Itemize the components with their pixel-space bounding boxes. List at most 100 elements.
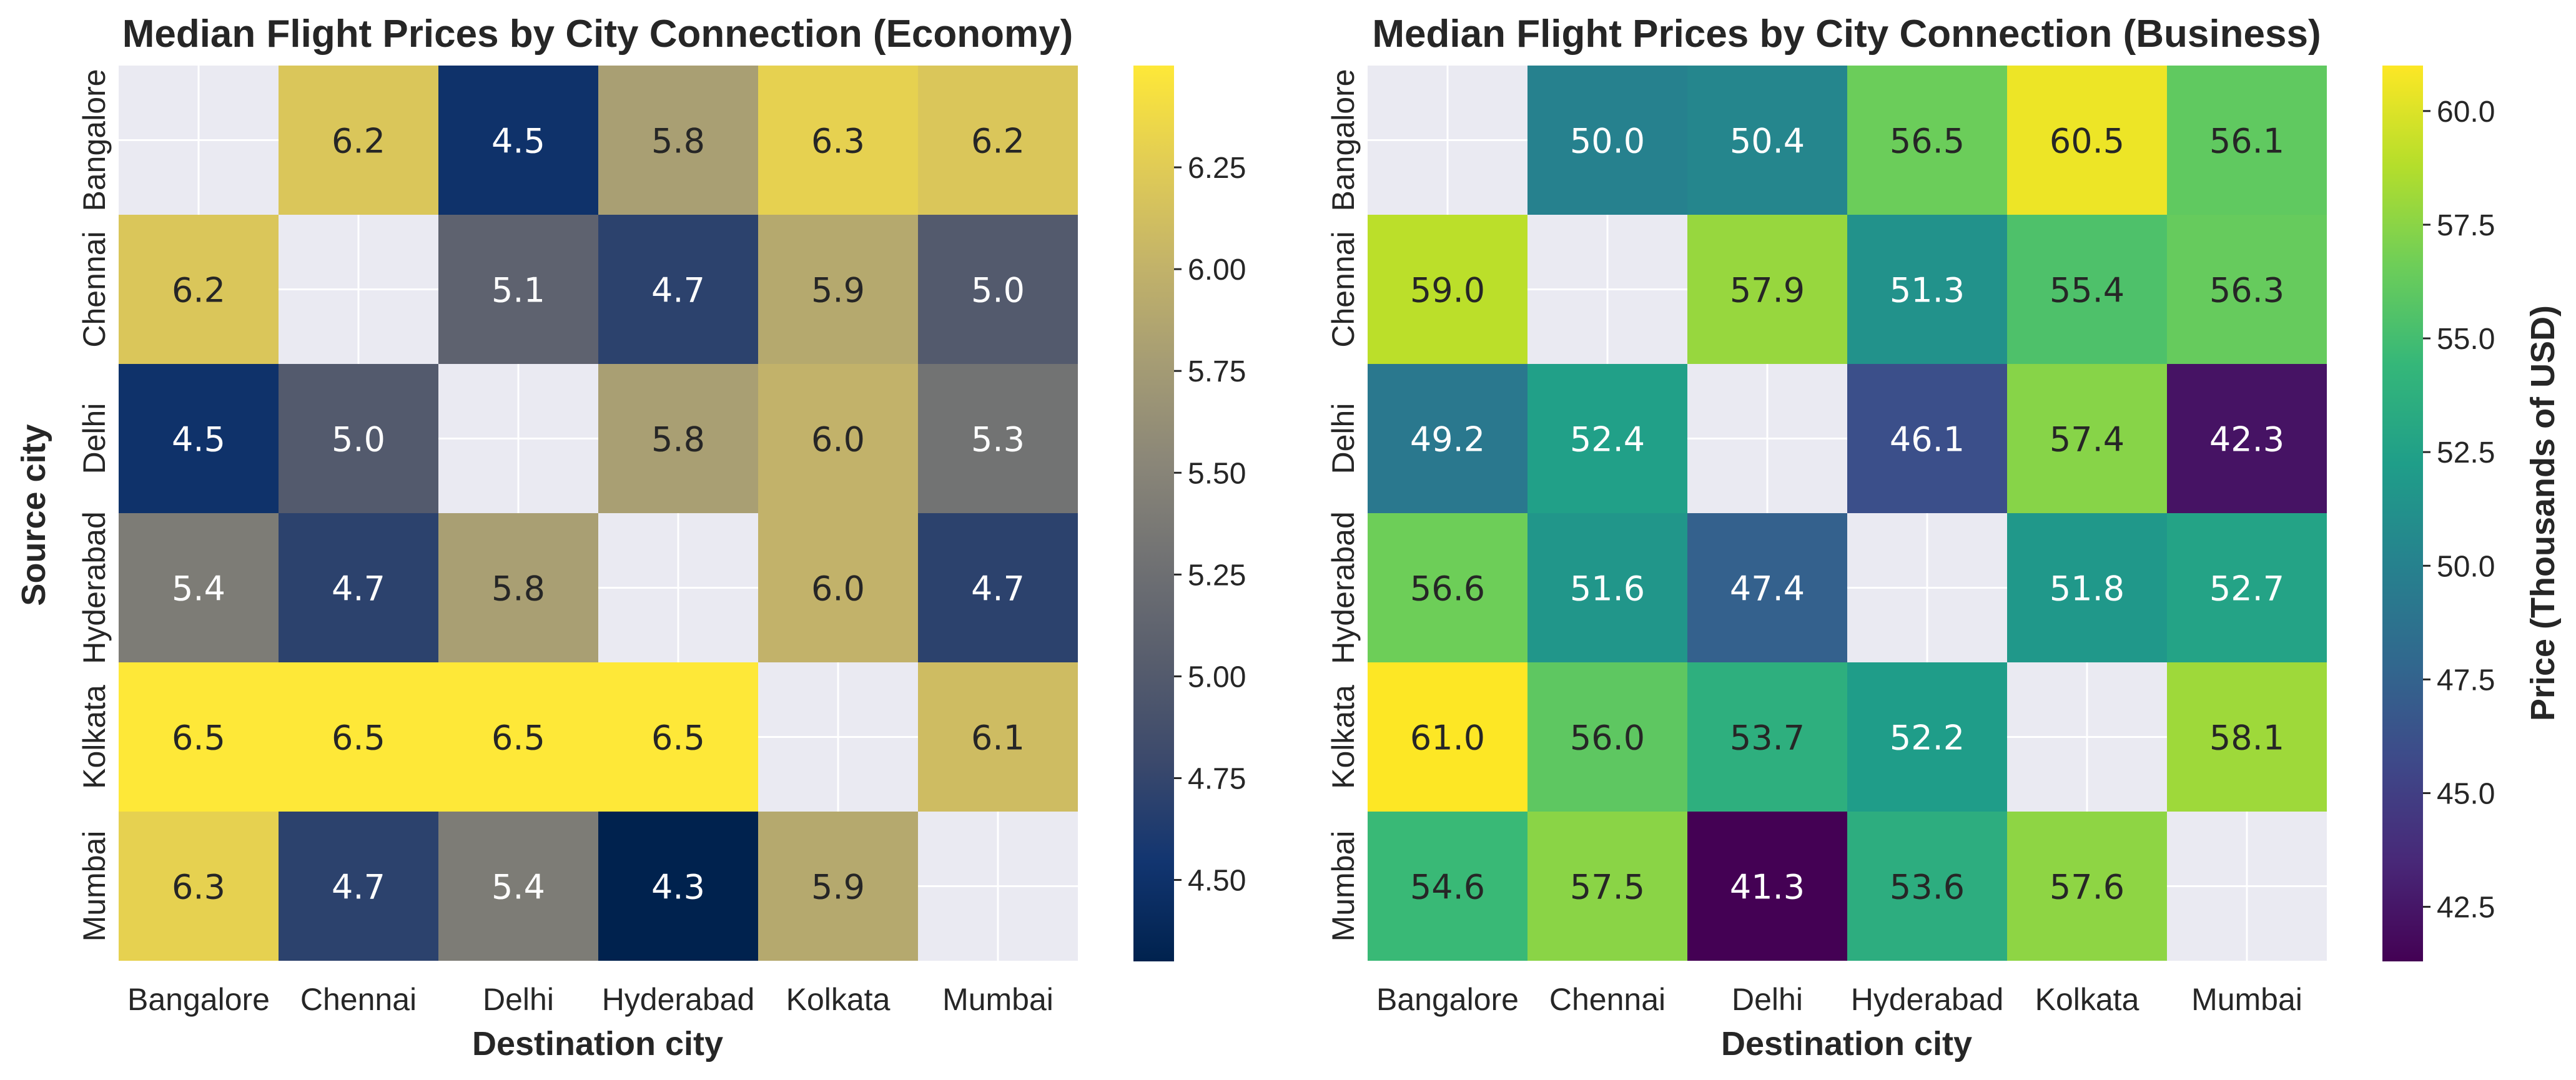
heatmap-cell: [1368, 364, 1527, 513]
heatmap-cell-value: 46.1: [1890, 420, 1965, 459]
heatmap-cell-value: 6.3: [172, 868, 225, 907]
heatmap-cell: [1687, 812, 1847, 961]
heatmap-cell: [758, 364, 918, 513]
x-tick-label-mumbai: Mumbai: [2191, 982, 2302, 1017]
heatmap-cell-value: 61.0: [1410, 719, 1485, 758]
heatmap-cell: [758, 215, 918, 364]
heatmap-cell-value: 47.4: [1730, 569, 1805, 609]
heatmap-cell-value: 5.8: [651, 420, 705, 459]
heatmap-cell-value: 42.3: [2209, 420, 2284, 459]
heatmap-cell: [2167, 215, 2327, 364]
heatmap-cell: [119, 513, 279, 662]
colorbar-tick-label: 50.0: [2437, 550, 2495, 583]
heatmap-cell: [119, 812, 279, 961]
heatmap-cell: [1687, 215, 1847, 364]
heatmap-cell-value: 4.3: [651, 868, 705, 907]
heatmap-business-panel: Median Flight Prices by City Connection …: [1326, 12, 2562, 1063]
heatmap-cell-value: 58.1: [2209, 719, 2284, 758]
heatmap-cell: [2167, 662, 2327, 812]
x-tick-label-hyderabad: Hyderabad: [1851, 982, 2004, 1017]
x-tick-label-bangalore: Bangalore: [1376, 982, 1519, 1017]
heatmap-cell-value: 50.0: [1570, 122, 1645, 161]
y-tick-label-bangalore: Bangalore: [1326, 69, 1361, 212]
heatmap-cell: [2007, 812, 2167, 961]
heatmap-cell: [438, 215, 598, 364]
heatmap-economy-panel: Median Flight Prices by City Connection …: [15, 12, 1246, 1063]
heatmap-cell: [438, 66, 598, 215]
heatmap-cell-value: 52.4: [1570, 420, 1645, 459]
heatmap-economy-x-tick-labels: Bangalore Chennai Delhi Hyderabad Kolkata Mum…: [127, 982, 1054, 1017]
colorbar-economy: [1133, 66, 1174, 961]
heatmap-cell-value: 56.1: [2209, 122, 2284, 161]
heatmap-cell: [758, 812, 918, 961]
x-tick-label-delhi: Delhi: [1732, 982, 1803, 1017]
x-tick-label-kolkata: Kolkata: [786, 982, 891, 1017]
x-tick-label-bangalore: Bangalore: [127, 982, 270, 1017]
y-tick-label-bangalore: Bangalore: [77, 69, 112, 212]
heatmap-cell: [279, 66, 438, 215]
heatmap-cell-value: 56.0: [1570, 719, 1645, 758]
heatmap-cell: [279, 662, 438, 812]
heatmap-cell-value: 56.6: [1410, 569, 1485, 609]
x-tick-label-hyderabad: Hyderabad: [602, 982, 755, 1017]
heatmap-cell-value: 6.5: [651, 719, 705, 758]
x-tick-label-mumbai: Mumbai: [942, 982, 1054, 1017]
colorbar-business-ticks: 42.5 45.0 47.5 50.0 52.5 55.0 57.5 60.0: [2423, 96, 2495, 925]
heatmap-cell: [598, 66, 758, 215]
heatmap-cell: [598, 364, 758, 513]
x-tick-label-delhi: Delhi: [483, 982, 554, 1017]
heatmap-cell-value: 52.7: [2209, 569, 2284, 609]
y-tick-label-kolkata: Kolkata: [77, 685, 112, 789]
chart-title-business: Median Flight Prices by City Connection …: [1372, 12, 2321, 56]
y-tick-label-delhi: Delhi: [1326, 403, 1361, 474]
heatmap-cell: [1368, 513, 1527, 662]
heatmap-cell-value: 6.5: [172, 719, 225, 758]
heatmap-cell-value: 6.2: [172, 271, 225, 310]
heatmap-cell-value: 4.7: [971, 569, 1025, 609]
heatmap-cell-value: 51.3: [1890, 271, 1965, 310]
heatmap-cell: [1527, 513, 1687, 662]
heatmap-cell-value: 6.2: [971, 122, 1025, 161]
colorbar-tick-label: 5.00: [1188, 660, 1246, 694]
heatmap-cell-value: 6.2: [332, 122, 385, 161]
heatmap-cell: [918, 662, 1078, 812]
heatmap-cell: [758, 513, 918, 662]
y-axis-label-economy: Source city: [15, 424, 52, 606]
heatmap-cell-value: 56.5: [1890, 122, 1965, 161]
heatmap-cell-value: 56.3: [2209, 271, 2284, 310]
heatmap-cell: [438, 662, 598, 812]
heatmap-cell-value: 53.7: [1730, 719, 1805, 758]
heatmap-cell: [1847, 215, 2007, 364]
heatmap-cell: [1368, 215, 1527, 364]
colorbar-business: [2382, 66, 2423, 961]
heatmap-cell: [1527, 812, 1687, 961]
colorbar-tick-label: 55.0: [2437, 323, 2495, 356]
heatmap-cell: [2167, 513, 2327, 662]
heatmap-cell: [119, 364, 279, 513]
heatmap-cell: [2167, 364, 2327, 513]
heatmap-cell-value: 4.5: [172, 420, 225, 459]
x-tick-label-chennai: Chennai: [300, 982, 417, 1017]
heatmap-cell-value: 52.2: [1890, 719, 1965, 758]
colorbar-tick-label: 5.75: [1188, 355, 1246, 388]
heatmap-cell-value: 57.9: [1730, 271, 1805, 310]
y-tick-label-hyderabad: Hyderabad: [1326, 511, 1361, 664]
colorbar-tick-label: 60.0: [2437, 96, 2495, 129]
heatmap-cell: [279, 364, 438, 513]
colorbar-label-business: Price (Thousands of USD): [2524, 305, 2562, 721]
heatmap-cell-value: 4.7: [332, 868, 385, 907]
colorbar-tick-label: 5.25: [1188, 559, 1246, 592]
heatmap-cell: [2007, 66, 2167, 215]
x-tick-label-kolkata: Kolkata: [2035, 982, 2139, 1017]
heatmap-cell: [119, 662, 279, 812]
heatmap-cell: [1527, 364, 1687, 513]
heatmap-cell: [1527, 662, 1687, 812]
heatmap-cell: [2007, 215, 2167, 364]
y-tick-label-mumbai: Mumbai: [77, 831, 112, 942]
heatmap-cell-value: 6.5: [332, 719, 385, 758]
heatmap-cell-value: 4.7: [651, 271, 705, 310]
heatmap-cell-value: 55.4: [2050, 271, 2124, 310]
y-tick-label-chennai: Chennai: [1326, 231, 1361, 347]
heatmap-cell: [1847, 66, 2007, 215]
heatmap-business-cells: 50.0 50.4 56.5 60.5 56.1 59.0 57.9 51.3 55.4 56.3…: [1368, 66, 2327, 961]
